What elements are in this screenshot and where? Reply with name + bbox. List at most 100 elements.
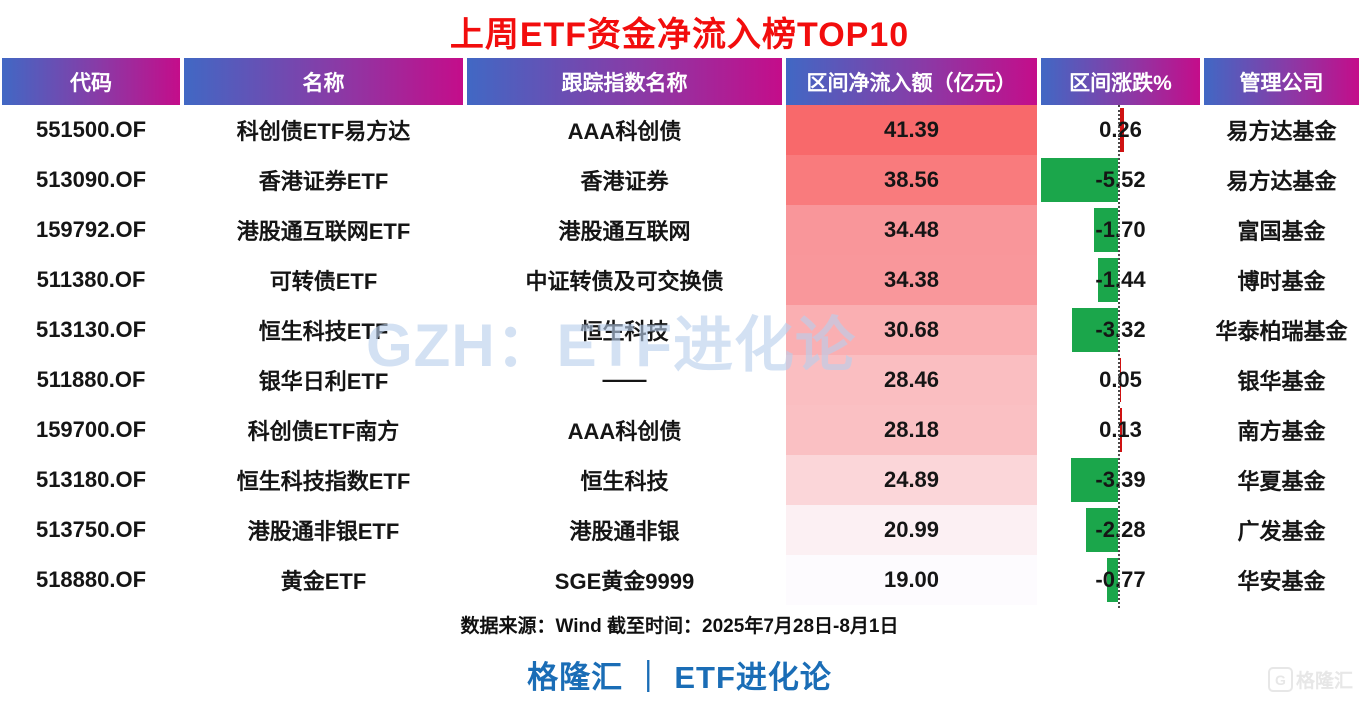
- table-row: 159792.OF 港股通互联网ETF 港股通互联网 34.48 -1.70 富国基金: [0, 205, 1359, 255]
- change-cell: -1.70: [1041, 205, 1200, 255]
- name-value: 黄金ETF: [280, 569, 367, 594]
- name-value: 科创债ETF南方: [247, 419, 400, 444]
- inflow-cell: 24.89: [786, 455, 1037, 505]
- company-cell: 富国基金: [1204, 205, 1359, 255]
- company-cell: 博时基金: [1204, 255, 1359, 305]
- company-value: 广发基金: [1237, 519, 1326, 544]
- index-value: SGE黄金9999: [554, 569, 695, 594]
- column-header-inflow: 区间净流入额（亿元）: [786, 58, 1037, 105]
- company-value: 易方达基金: [1226, 119, 1337, 144]
- code-cell: 551500.OF: [2, 105, 180, 155]
- change-cell: 0.05: [1041, 355, 1200, 405]
- negative-change-bar: [1094, 208, 1118, 252]
- company-cell: 广发基金: [1204, 505, 1359, 555]
- index-value: 恒生科技: [580, 319, 669, 344]
- inflow-cell: 28.46: [786, 355, 1037, 405]
- negative-change-bar: [1098, 258, 1118, 302]
- company-cell: 易方达基金: [1204, 155, 1359, 205]
- code-cell: 159700.OF: [2, 405, 180, 455]
- inflow-cell: 20.99: [786, 505, 1037, 555]
- table-row: 513750.OF 港股通非银ETF 港股通非银 20.99 -2.28 广发基金: [0, 505, 1359, 555]
- inflow-cell: 30.68: [786, 305, 1037, 355]
- inflow-cell: 28.18: [786, 405, 1037, 455]
- inflow-value: 41.39: [883, 117, 940, 142]
- index-cell: 港股通非银: [467, 505, 782, 555]
- index-value: AAA科创债: [567, 119, 682, 144]
- inflow-cell: 41.39: [786, 105, 1037, 155]
- index-cell: 恒生科技: [467, 455, 782, 505]
- brand-footer: 格隆汇 ｜ ETF进化论: [527, 660, 832, 695]
- index-value: 港股通互联网: [558, 219, 691, 244]
- company-value: 富国基金: [1237, 219, 1326, 244]
- name-cell: 银华日利ETF: [184, 355, 463, 405]
- inflow-value: 24.89: [883, 467, 940, 492]
- change-value: -3.39: [1095, 467, 1146, 492]
- name-cell: 科创债ETF易方达: [184, 105, 463, 155]
- code-cell: 513090.OF: [2, 155, 180, 205]
- table-row: 511880.OF 银华日利ETF —— 28.46 0.05 银华基金: [0, 355, 1359, 405]
- inflow-value: 20.99: [883, 517, 940, 542]
- change-value: -0.77: [1095, 567, 1146, 592]
- name-cell: 恒生科技指数ETF: [184, 455, 463, 505]
- name-value: 可转债ETF: [269, 269, 378, 294]
- table-row: 513130.OF 恒生科技ETF 恒生科技 30.68 -3.32 华泰柏瑞基金: [0, 305, 1359, 355]
- name-cell: 港股通互联网ETF: [184, 205, 463, 255]
- code-value: 511880.OF: [36, 367, 146, 392]
- index-value: ——: [602, 367, 647, 392]
- column-header-company: 管理公司: [1204, 58, 1359, 105]
- name-cell: 可转债ETF: [184, 255, 463, 305]
- code-value: 159792.OF: [35, 217, 147, 242]
- negative-change-bar: [1071, 458, 1118, 502]
- change-value: 0.26: [1099, 117, 1142, 142]
- change-value: 0.13: [1099, 417, 1142, 442]
- code-value: 159700.OF: [35, 417, 147, 442]
- name-value: 科创债ETF易方达: [236, 119, 411, 144]
- index-value: 香港证券: [580, 169, 669, 194]
- company-cell: 南方基金: [1204, 405, 1359, 455]
- name-value: 恒生科技指数ETF: [236, 469, 411, 494]
- code-cell: 159792.OF: [2, 205, 180, 255]
- company-cell: 华泰柏瑞基金: [1204, 305, 1359, 355]
- index-cell: 中证转债及可交换债: [467, 255, 782, 305]
- change-cell: -3.39: [1041, 455, 1200, 505]
- name-cell: 科创债ETF南方: [184, 405, 463, 455]
- table-row: 551500.OF 科创债ETF易方达 AAA科创债 41.39 0.26 易方达基金: [0, 105, 1359, 155]
- page-title: 上周ETF资金净流入榜TOP10: [449, 16, 910, 54]
- name-value: 银华日利ETF: [258, 369, 389, 394]
- inflow-value: 30.68: [883, 317, 940, 342]
- inflow-value: 28.18: [883, 417, 940, 442]
- positive-change-bar: [1120, 408, 1122, 452]
- negative-change-bar: [1041, 158, 1118, 202]
- column-header-code: 代码: [2, 58, 180, 105]
- code-value: 513750.OF: [35, 517, 147, 542]
- index-cell: 香港证券: [467, 155, 782, 205]
- change-cell: -1.44: [1041, 255, 1200, 305]
- positive-change-bar: [1120, 108, 1124, 152]
- positive-change-bar: [1120, 358, 1121, 402]
- company-value: 华夏基金: [1237, 469, 1326, 494]
- code-cell: 518880.OF: [2, 555, 180, 605]
- change-value: -3.32: [1095, 317, 1146, 342]
- code-value: 518880.OF: [35, 567, 147, 592]
- table-row: 518880.OF 黄金ETF SGE黄金9999 19.00 -0.77 华安基金: [0, 555, 1359, 605]
- code-value: 513090.OF: [35, 167, 147, 192]
- index-value: 中证转债及可交换债: [525, 269, 724, 294]
- change-cell: -0.77: [1041, 555, 1200, 605]
- gelonghui-logo-text: 格隆汇: [1295, 671, 1353, 692]
- change-cell: 0.26: [1041, 105, 1200, 155]
- table-row: 159700.OF 科创债ETF南方 AAA科创债 28.18 0.13 南方基金: [0, 405, 1359, 455]
- index-cell: 港股通互联网: [467, 205, 782, 255]
- data-source-note: 数据来源：Wind 截至时间：2025年7月28日-8月1日: [460, 616, 899, 637]
- company-cell: 易方达基金: [1204, 105, 1359, 155]
- inflow-value: 19.00: [883, 567, 940, 592]
- name-value: 港股通非银ETF: [247, 519, 400, 544]
- inflow-value: 34.38: [883, 267, 940, 292]
- name-cell: 恒生科技ETF: [184, 305, 463, 355]
- inflow-value: 34.48: [883, 217, 940, 242]
- change-value: -1.70: [1095, 217, 1146, 242]
- code-cell: 513180.OF: [2, 455, 180, 505]
- code-value: 513130.OF: [35, 317, 147, 342]
- index-cell: 恒生科技: [467, 305, 782, 355]
- change-cell: -3.32: [1041, 305, 1200, 355]
